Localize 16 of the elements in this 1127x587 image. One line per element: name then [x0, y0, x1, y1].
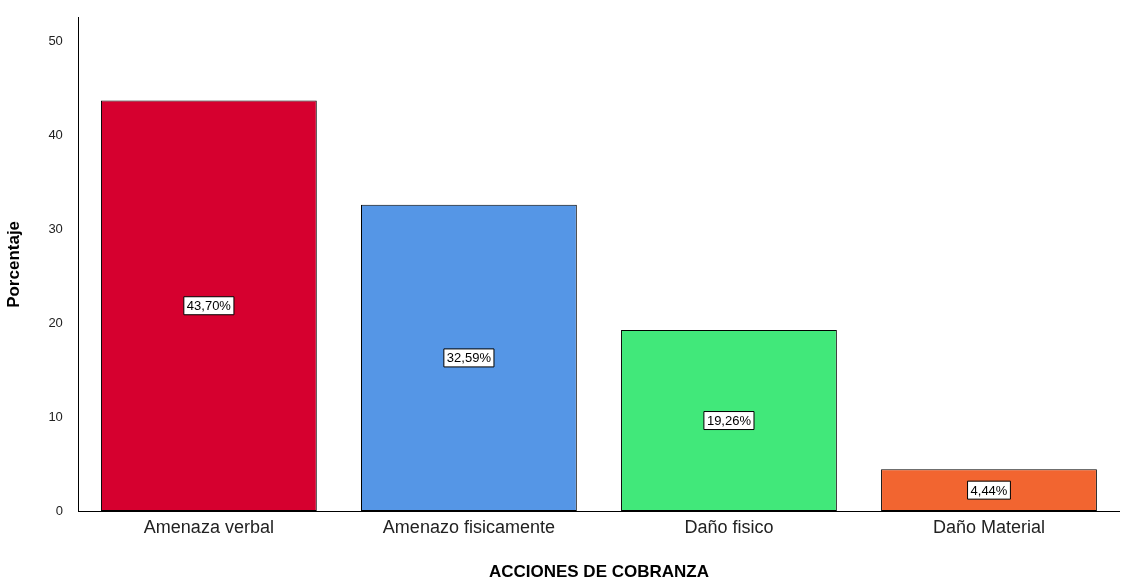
y-tick-label: 10 [48, 408, 63, 424]
y-tick-label: 50 [48, 32, 63, 48]
y-tick-label: 30 [48, 220, 63, 236]
data-label: 4,44% [970, 482, 1008, 498]
x-tick-label: Amenazo fisicamente [382, 516, 555, 537]
y-tick-label: 20 [48, 314, 63, 330]
data-label: 43,70% [186, 298, 232, 314]
y-tick-label: 40 [48, 126, 63, 142]
data-label: 19,26% [706, 413, 752, 429]
data-label: 32,59% [446, 350, 492, 366]
x-axis-title: ACCIONES DE COBRANZA [488, 562, 709, 582]
x-tick-label: Daño Material [932, 516, 1046, 537]
y-tick-label: 0 [55, 502, 63, 518]
x-tick-label: Daño fisico [684, 516, 774, 537]
y-axis-title: Porcentaje [3, 220, 23, 308]
x-tick-label: Amenaza verbal [143, 516, 274, 537]
